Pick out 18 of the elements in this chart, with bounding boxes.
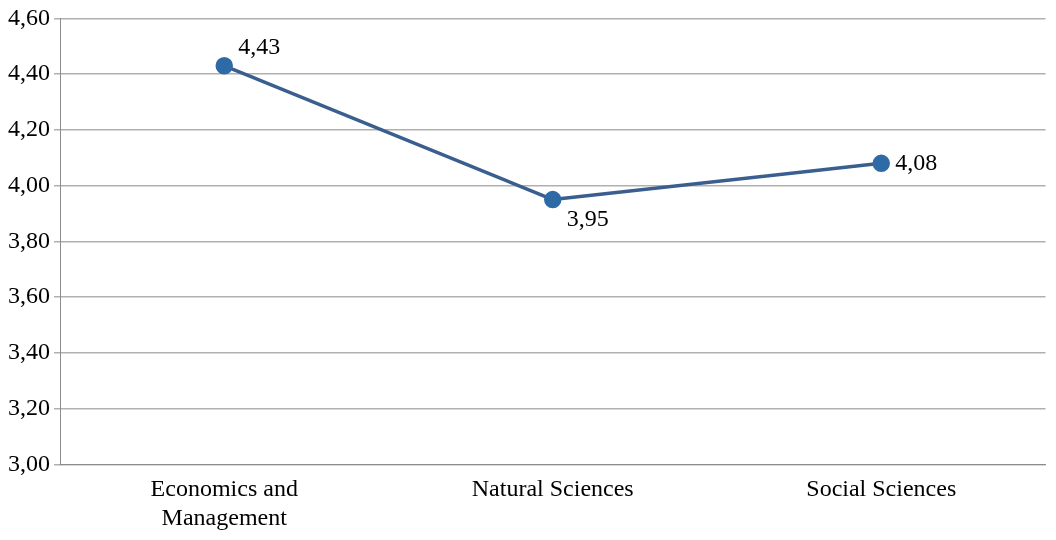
point bbox=[544, 190, 562, 209]
y-tick-label: 3,00 bbox=[8, 449, 50, 476]
point bbox=[215, 57, 233, 75]
data-label: 4,08 bbox=[895, 148, 938, 175]
y-tick-label: 3,20 bbox=[8, 393, 50, 420]
x-tick-label: Economics and Management bbox=[150, 475, 298, 530]
y-tick-label: 4,20 bbox=[8, 115, 50, 142]
data-label: 3,95 bbox=[566, 204, 609, 231]
x-tick-label: Natural Sciences bbox=[471, 475, 634, 502]
y-tick-label: 4,60 bbox=[8, 3, 50, 30]
y-tick-label: 3,40 bbox=[8, 338, 50, 365]
data-label: 4,43 bbox=[238, 33, 281, 60]
x-tick-label: Social Sciences bbox=[806, 475, 957, 502]
y-tick-label: 3,80 bbox=[8, 226, 50, 253]
y-tick-label: 4,40 bbox=[8, 59, 50, 86]
point bbox=[872, 154, 890, 173]
y-tick-label: 3,60 bbox=[8, 282, 50, 309]
y-tick-label: 4,00 bbox=[8, 170, 50, 197]
